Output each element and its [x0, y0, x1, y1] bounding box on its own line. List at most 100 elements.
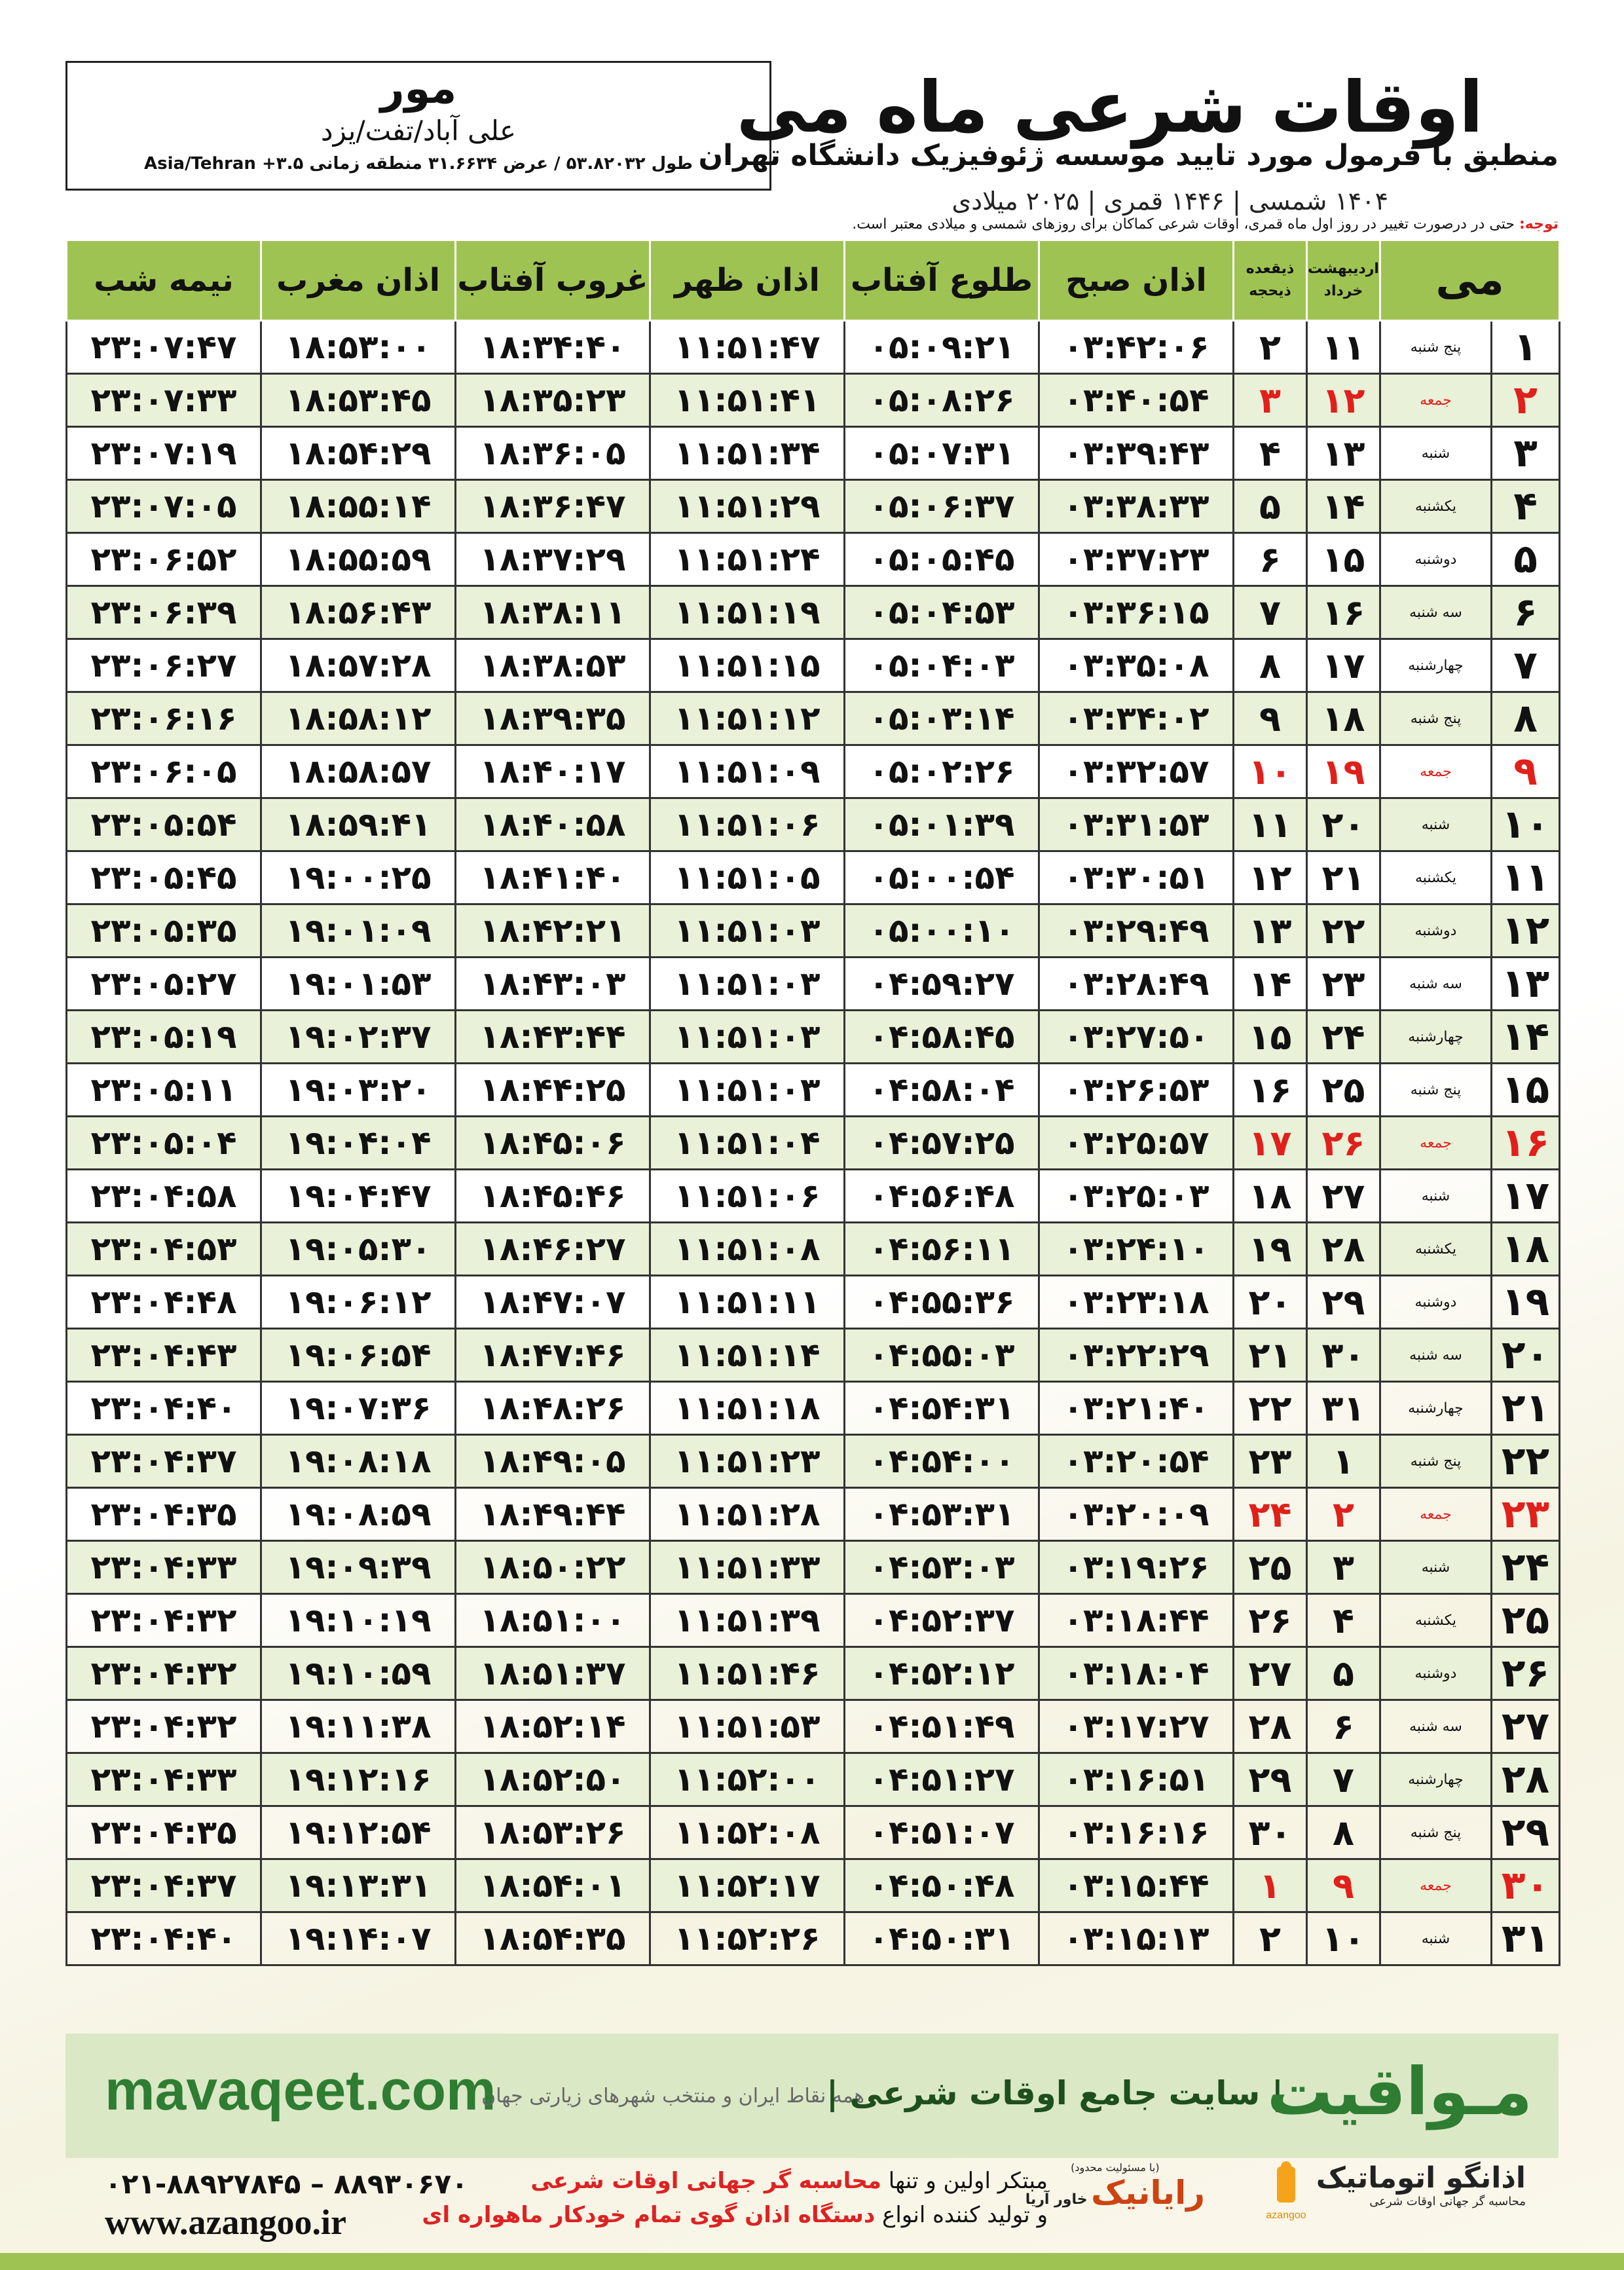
day-row: ۸ پنج شنبه ۱۸ ۹ ۰۳:۳۴:۰۲ ۰۵:۰۳:۱۴ ۱۱:۵۱:۱۲ ۱۸:۳…	[65, 691, 1560, 746]
sunset: ۱۸:۴۶:۲۷	[454, 1221, 651, 1276]
sunrise: ۰۴:۵۰:۴۸	[843, 1858, 1040, 1913]
header-label: ذیحجه	[1249, 283, 1291, 299]
day-number: ۲۲	[1490, 1434, 1560, 1489]
shamsi-day: ۲۳	[1306, 956, 1381, 1011]
fajr: ۰۳:۲۴:۱۰	[1038, 1221, 1234, 1276]
day-number: ۷	[1490, 638, 1560, 693]
day-number: ۳۰	[1490, 1858, 1560, 1913]
qamari-day: ۲۲	[1232, 1381, 1308, 1436]
title: اوقات شرعی ماه می	[736, 67, 1484, 149]
day-number: ۲۹	[1490, 1805, 1560, 1860]
day-row: ۱۵ پنج شنبه ۲۵ ۱۶ ۰۳:۲۶:۵۳ ۰۴:۵۸:۰۴ ۱۱:۵۱:۰۳ ۱۸…	[65, 1062, 1560, 1117]
dhuhr: ۱۱:۵۱:۳۹	[649, 1593, 845, 1648]
fajr: ۰۳:۲۰:۵۴	[1038, 1434, 1234, 1489]
weekday: پنج شنبه	[1379, 1062, 1492, 1117]
dhuhr: ۱۱:۵۱:۲۳	[649, 1434, 845, 1489]
dhuhr: ۱۱:۵۱:۱۲	[649, 691, 845, 746]
maghrib: ۱۹:۰۳:۲۰	[260, 1062, 456, 1117]
sunset: ۱۸:۳۸:۵۳	[454, 638, 651, 693]
maghrib: ۱۹:۱۱:۳۸	[260, 1699, 456, 1754]
dates: ۱۴۰۴ شمسی | ۱۴۴۶ قمری | ۲۰۲۵ میلادی	[951, 187, 1388, 215]
shamsi-day: ۲۶	[1306, 1115, 1381, 1170]
weekday: جمعه	[1379, 1487, 1492, 1542]
sunset: ۱۸:۵۰:۲۲	[454, 1540, 651, 1595]
site-domain[interactable]: mavaqeet.com	[105, 2059, 496, 2122]
dhuhr: ۱۱:۵۱:۰۸	[649, 1221, 845, 1276]
qamari-day: ۲۶	[1232, 1593, 1308, 1648]
midnight: ۲۳:۰۶:۰۵	[65, 744, 262, 799]
shamsi-day: ۴	[1306, 1593, 1381, 1648]
sunrise: ۰۴:۵۱:۲۷	[843, 1752, 1040, 1807]
midnight: ۲۳:۰۶:۲۷	[65, 638, 262, 693]
sunset: ۱۸:۳۷:۲۹	[454, 532, 651, 587]
sunrise: ۰۵:۰۰:۵۴	[843, 850, 1040, 905]
maghrib: ۱۸:۵۷:۲۸	[260, 638, 456, 693]
note-text: حتی در درصورت تغییر در روز اول ماه قمری،…	[852, 216, 1515, 233]
midnight: ۲۳:۰۴:۴۸	[65, 1275, 262, 1330]
shamsi-day: ۳۰	[1306, 1328, 1381, 1383]
day-row: ۱۳ سه شنبه ۲۳ ۱۴ ۰۳:۲۸:۴۹ ۰۴:۵۹:۲۷ ۱۱:۵۱:۰۳ ۱۸:…	[65, 956, 1560, 1011]
day-number: ۲۱	[1490, 1381, 1560, 1436]
phone: ۰۲۱-۸۸۹۲۷۸۴۵ – ۸۸۹۳۰۶۷۰	[105, 2168, 468, 2200]
header-row: می اردیبهشت خرداد ذیقعده ذیحجه اذان صبح طل…	[65, 239, 1560, 322]
day-row: ۵ دوشنبه ۱۵ ۶ ۰۳:۳۷:۲۳ ۰۵:۰۵:۴۵ ۱۱:۵۱:۲۴ ۱۸:۳۷:…	[65, 532, 1560, 587]
dhuhr: ۱۱:۵۱:۴۶	[649, 1646, 845, 1701]
day-number: ۱۳	[1490, 956, 1560, 1011]
day-row: ۲۰ سه شنبه ۳۰ ۲۱ ۰۳:۲۲:۲۹ ۰۴:۵۵:۰۳ ۱۱:۵۱:۱۴ ۱۸:…	[65, 1328, 1560, 1383]
shamsi-day: ۲۹	[1306, 1275, 1381, 1330]
prayer-table: می اردیبهشت خرداد ذیقعده ذیحجه اذان صبح طل…	[65, 239, 1560, 1966]
day-row: ۳۰ جمعه ۹ ۱ ۰۳:۱۵:۴۴ ۰۴:۵۰:۴۸ ۱۱:۵۲:۱۷ ۱۸:۵۴:۰۱…	[65, 1858, 1560, 1913]
shamsi-day: ۹	[1306, 1858, 1381, 1913]
coverage: همه نقاط ایران و منتخب شهرهای زیارتی جها…	[481, 2085, 864, 2108]
promo-text: و تولید کننده انواع	[882, 2202, 1048, 2228]
midnight: ۲۳:۰۴:۳۳	[65, 1540, 262, 1595]
sunrise: ۰۵:۰۳:۱۴	[843, 691, 1040, 746]
promo-highlight: دستگاه اذان گوی تمام خودکار ماهواره ای	[422, 2202, 876, 2228]
website[interactable]: www.azangoo.ir	[105, 2203, 346, 2242]
sunset: ۱۸:۵۲:۱۴	[454, 1699, 651, 1754]
weekday: سه شنبه	[1379, 1699, 1492, 1754]
weekday: یکشنبه	[1379, 1221, 1492, 1276]
dhuhr: ۱۱:۵۱:۰۶	[649, 1168, 845, 1223]
day-number: ۱۵	[1490, 1062, 1560, 1117]
sunset: ۱۸:۳۶:۰۵	[454, 426, 651, 481]
day-number: ۲۳	[1490, 1487, 1560, 1542]
maghrib: ۱۹:۰۰:۲۵	[260, 850, 456, 905]
time-header: غروب آفتاب	[454, 239, 651, 322]
dhuhr: ۱۱:۵۱:۴۱	[649, 373, 845, 428]
weekday: یکشنبه	[1379, 479, 1492, 534]
dhuhr: ۱۱:۵۱:۰۹	[649, 744, 845, 799]
maghrib: ۱۹:۰۴:۰۴	[260, 1115, 456, 1170]
day-number: ۱۴	[1490, 1009, 1560, 1064]
sunrise: ۰۴:۵۳:۰۳	[843, 1540, 1040, 1595]
note: توجه: حتی در درصورت تغییر در روز اول ماه…	[852, 216, 1559, 233]
region: علی آباد/تفت/یزد	[320, 115, 517, 147]
day-number: ۳	[1490, 426, 1560, 481]
tagline: | سایت جامع اوقات شرعی |	[826, 2074, 1283, 2112]
qamari-day: ۲۵	[1232, 1540, 1308, 1595]
fajr: ۰۳:۱۸:۴۴	[1038, 1593, 1234, 1648]
time-header: طلوع آفتاب	[843, 239, 1040, 322]
qamari-day: ۱۳	[1232, 903, 1308, 958]
qamari-day: ۱۸	[1232, 1168, 1308, 1223]
day-number: ۲۵	[1490, 1593, 1560, 1648]
shamsi-day: ۱۵	[1306, 532, 1381, 587]
brand-logo: اذانگو اتوماتیک محاسبه گر جهانی اوقات شر…	[1266, 2161, 1526, 2222]
shamsi-day: ۸	[1306, 1805, 1381, 1860]
sunrise: ۰۴:۵۷:۲۵	[843, 1115, 1040, 1170]
weekday: پنج شنبه	[1379, 320, 1492, 375]
midnight: ۲۳:۰۴:۳۷	[65, 1434, 262, 1489]
weekday: یکشنبه	[1379, 850, 1492, 905]
sunrise: ۰۴:۵۰:۳۱	[843, 1911, 1040, 1966]
maghrib: ۱۹:۰۹:۳۹	[260, 1540, 456, 1595]
dhuhr: ۱۱:۵۱:۱۸	[649, 1381, 845, 1436]
qamari-day: ۱۶	[1232, 1062, 1308, 1117]
weekday: چهارشنبه	[1379, 1752, 1492, 1807]
day-number: ۹	[1490, 744, 1560, 799]
day-row: ۲۷ سه شنبه ۶ ۲۸ ۰۳:۱۷:۲۷ ۰۴:۵۱:۴۹ ۱۱:۵۱:۵۳ ۱۸:۵…	[65, 1699, 1560, 1754]
dhuhr: ۱۱:۵۱:۲۹	[649, 479, 845, 534]
fajr: ۰۳:۱۵:۴۴	[1038, 1858, 1234, 1913]
midnight: ۲۳:۰۶:۱۶	[65, 691, 262, 746]
sunrise: ۰۴:۵۲:۳۷	[843, 1593, 1040, 1648]
midnight: ۲۳:۰۶:۵۲	[65, 532, 262, 587]
